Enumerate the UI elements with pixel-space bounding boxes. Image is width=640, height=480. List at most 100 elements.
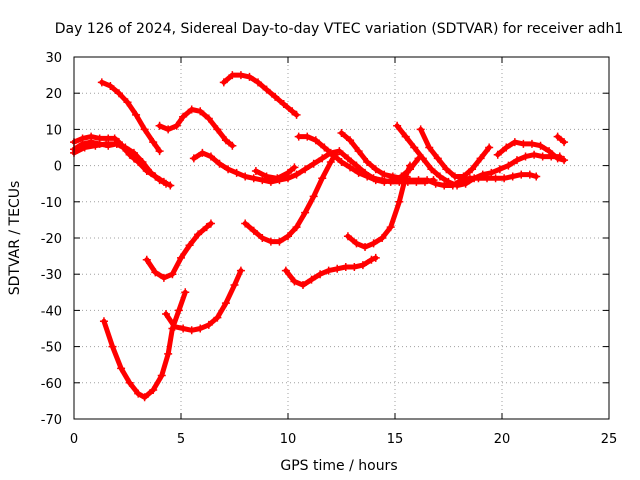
- y-tick-label: -40: [41, 304, 62, 319]
- data-point: [309, 192, 318, 201]
- data-point: [271, 92, 280, 101]
- data-series-8: [251, 163, 299, 183]
- data-point: [80, 143, 89, 152]
- y-tick-label: -30: [41, 268, 62, 283]
- data-point: [95, 134, 104, 143]
- data-point: [87, 132, 96, 141]
- data-point: [491, 174, 500, 183]
- data-point: [303, 132, 312, 141]
- data-point: [538, 152, 547, 161]
- data-point: [138, 157, 147, 166]
- data-point: [155, 176, 164, 185]
- x-tick-label: 5: [177, 432, 185, 447]
- data-point: [258, 234, 267, 242]
- data-point: [204, 320, 213, 329]
- data-point: [241, 172, 250, 181]
- data-point: [380, 177, 389, 186]
- data-point: [123, 98, 132, 107]
- data-point: [254, 78, 263, 87]
- data-point: [187, 105, 196, 114]
- data-point: [560, 156, 569, 165]
- data-point: [181, 288, 190, 297]
- data-point: [545, 147, 554, 156]
- data-point: [249, 226, 258, 235]
- data-point: [159, 273, 168, 282]
- data-point: [294, 132, 303, 141]
- data-point: [307, 275, 316, 284]
- data-point: [262, 85, 271, 94]
- data-point: [423, 176, 432, 185]
- data-point: [91, 141, 100, 150]
- data-series-19: [281, 253, 380, 290]
- data-point: [164, 125, 173, 134]
- data-point: [343, 154, 352, 163]
- data-point: [162, 179, 171, 188]
- data-point: [140, 125, 149, 134]
- data-point: [147, 168, 156, 177]
- data-series-3: [70, 139, 171, 188]
- data-point: [363, 172, 372, 181]
- data-point: [485, 143, 494, 152]
- data-point: [337, 129, 346, 138]
- data-point: [487, 168, 496, 177]
- data-point: [318, 174, 327, 183]
- data-point: [352, 239, 361, 248]
- data-point: [284, 168, 292, 177]
- data-point: [117, 364, 126, 373]
- data-point: [369, 239, 378, 248]
- data-point: [213, 313, 222, 322]
- data-point: [179, 112, 188, 121]
- y-tick-label: 20: [45, 87, 62, 102]
- data-point: [416, 125, 425, 134]
- data-point: [108, 342, 117, 351]
- data-point: [354, 168, 363, 177]
- data-point: [333, 264, 342, 273]
- data-point: [350, 262, 359, 271]
- data-series-17: [142, 219, 215, 282]
- data-point: [326, 157, 335, 166]
- data-point: [266, 237, 275, 246]
- y-tick-label: -60: [41, 377, 62, 392]
- data-point: [204, 114, 213, 123]
- data-point: [251, 167, 260, 176]
- data-point: [504, 161, 513, 170]
- data-point: [527, 139, 536, 148]
- data-point: [202, 223, 211, 232]
- data-point: [331, 150, 340, 159]
- series-trace: [157, 107, 235, 149]
- data-point: [78, 134, 87, 143]
- data-point: [461, 179, 470, 188]
- data-point: [309, 159, 318, 168]
- y-tick-label: 30: [45, 51, 62, 66]
- data-series-6: [219, 71, 301, 119]
- data-point: [106, 81, 115, 90]
- data-point: [393, 121, 402, 130]
- data-point: [363, 157, 372, 166]
- chart-title: Day 126 of 2024, Sidereal Day-to-day VTE…: [55, 21, 623, 37]
- data-point: [493, 150, 502, 159]
- axis-ticks: 0 5 10 15 20 25 -70 -60 -50 -40 -30 -20 -10 0 10 20 30: [41, 51, 618, 447]
- data-point: [245, 72, 254, 81]
- data-point: [519, 139, 528, 148]
- data-point: [478, 170, 487, 179]
- y-axis-label: SDTVAR / TECUs: [7, 181, 23, 296]
- data-point: [440, 181, 449, 190]
- data-point: [149, 386, 158, 395]
- data-series-13: [493, 138, 569, 165]
- data-series-10: [337, 129, 541, 190]
- data-point: [224, 165, 233, 174]
- data-point: [525, 170, 534, 179]
- data-point: [553, 132, 562, 141]
- x-tick-label: 0: [70, 432, 78, 447]
- data-point: [232, 168, 241, 177]
- data-point: [371, 253, 380, 262]
- data-point: [530, 150, 539, 159]
- data-point: [221, 136, 230, 145]
- data-point: [442, 165, 451, 174]
- data-series-12: [416, 125, 494, 181]
- data-point: [444, 177, 453, 186]
- data-point: [168, 270, 177, 279]
- data-series-4: [97, 78, 164, 156]
- data-point: [470, 174, 479, 183]
